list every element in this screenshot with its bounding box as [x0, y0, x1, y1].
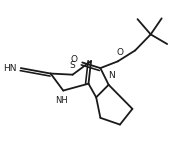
Text: S: S: [70, 61, 75, 70]
Text: NH: NH: [55, 96, 68, 105]
Text: O: O: [71, 55, 78, 64]
Text: HN: HN: [3, 64, 17, 73]
Text: N: N: [108, 71, 115, 81]
Text: O: O: [116, 48, 123, 57]
